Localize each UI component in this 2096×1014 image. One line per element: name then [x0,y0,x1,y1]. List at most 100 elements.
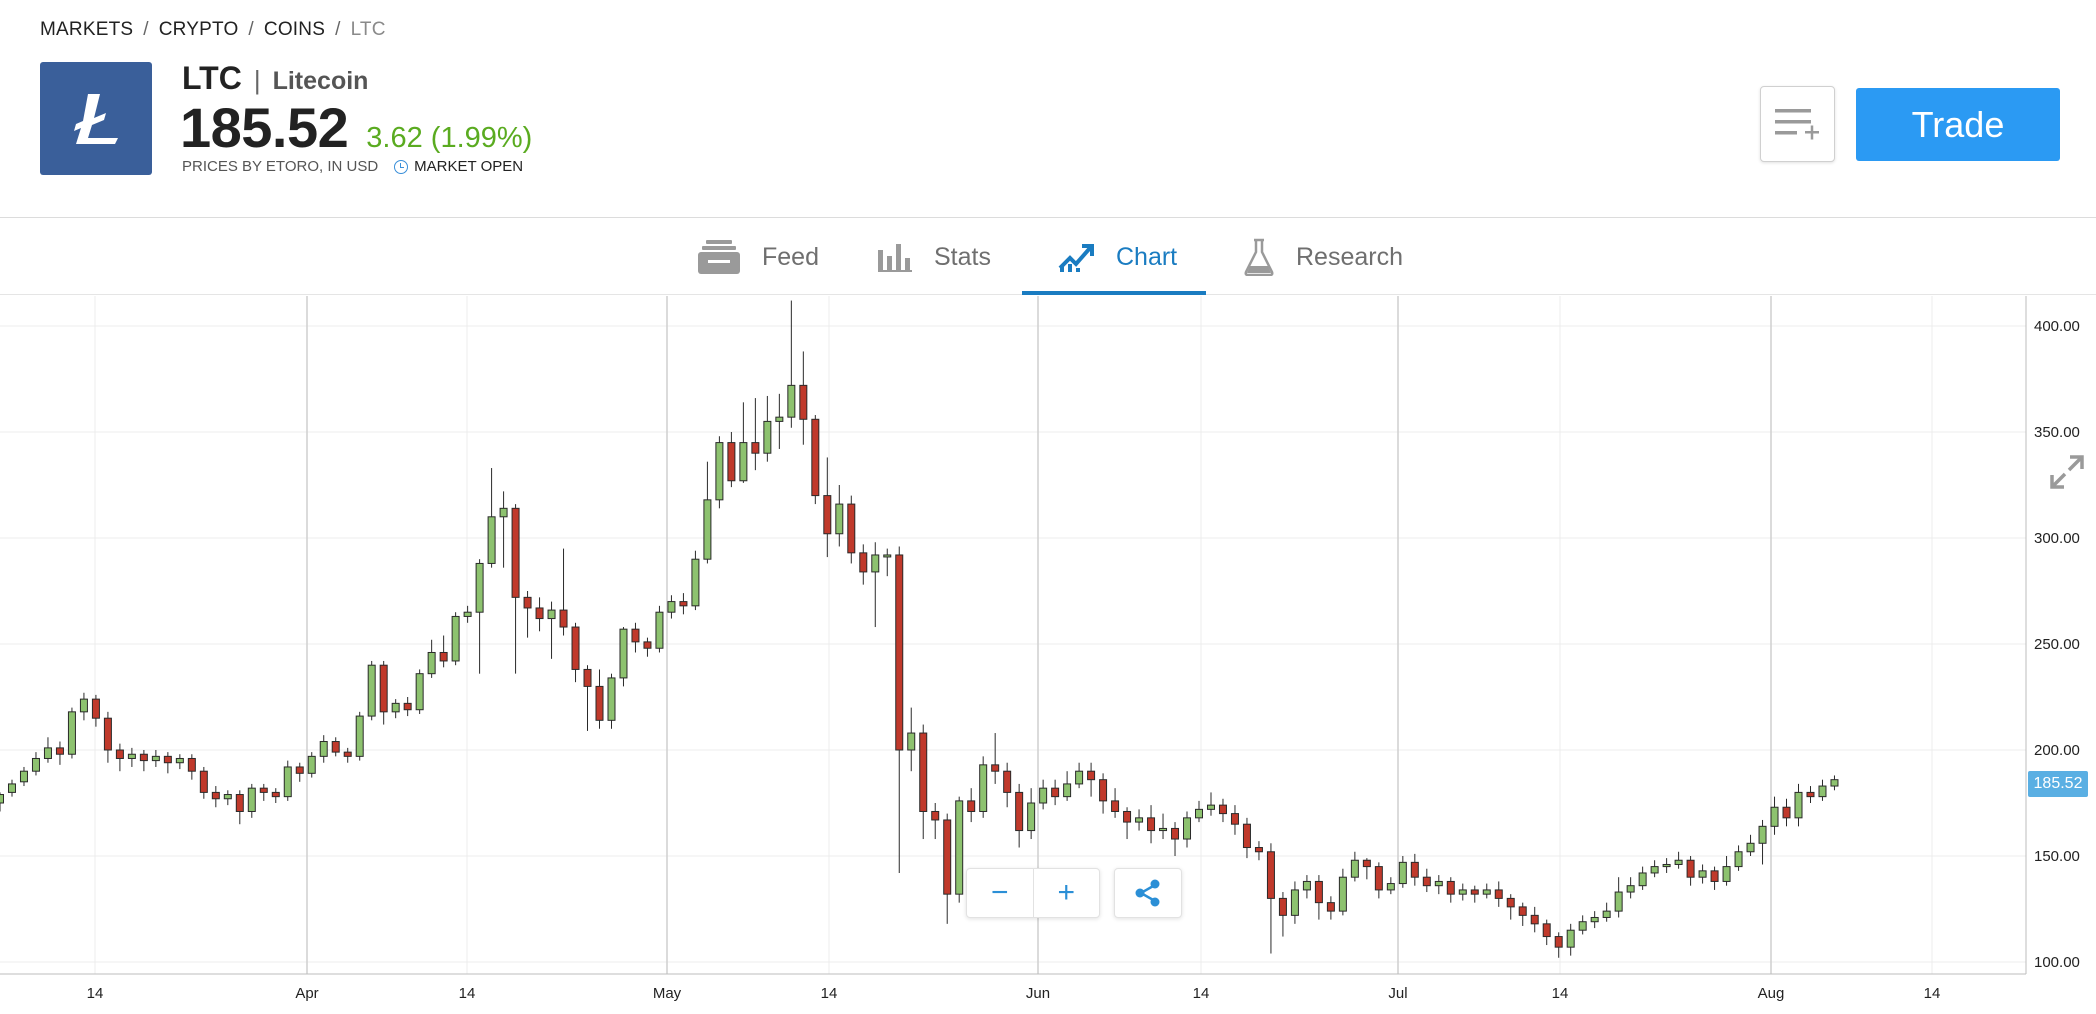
tab-stats[interactable]: Stats [878,219,991,295]
candle-body [667,601,676,613]
candle-body [331,741,340,753]
candle-body [559,609,568,628]
candle-body [1338,876,1347,912]
candle-body [847,503,856,554]
candle-body [703,499,712,560]
candle-body [67,711,76,755]
candle-body [1518,906,1527,916]
instrument-name: Litecoin [272,67,369,95]
tab-feed-label: Feed [762,242,819,271]
candle-body [295,766,304,774]
bar-chart-icon [878,242,912,272]
candle-body [1662,863,1671,868]
tab-chart[interactable]: Chart [1058,219,1177,295]
candle-body [1075,770,1084,785]
expand-button[interactable] [2050,455,2084,494]
candle-body [91,698,100,719]
tab-research[interactable]: Research [1244,219,1403,295]
tab-stats-label: Stats [934,242,991,271]
tab-feed[interactable]: Feed [698,219,819,295]
candle-body [1410,861,1419,878]
x-tick-label: Aug [1758,985,1785,1002]
candle-body [271,791,280,798]
candle-body [103,717,112,751]
candle-body [691,558,700,607]
x-tick-label: Apr [295,985,318,1002]
candle-body [1758,825,1767,844]
candle-body [1446,880,1455,895]
add-to-watchlist-button[interactable] [1760,86,1835,162]
candle-body [1171,827,1180,840]
candle-body [883,554,892,558]
x-tick-label: 14 [1924,985,1941,1002]
breadcrumb-markets[interactable]: MARKETS [40,19,134,40]
candle-body [1734,851,1743,868]
candle-body [415,673,424,711]
active-tab-indicator [1022,291,1206,295]
candle-body [1302,880,1311,891]
candle-body [1111,800,1120,812]
price-change: 3.62 (1.99%) [366,122,533,154]
candle-body [943,819,952,895]
candle-body [643,641,652,649]
y-tick-label: 150.00 [2034,848,2080,865]
candle-body [1650,866,1659,874]
candle-body [451,615,460,662]
candle-body [811,418,820,497]
candle-body [1027,802,1036,832]
candle-body [247,787,256,812]
candle-body [1542,923,1551,938]
litecoin-logo-icon [74,93,118,144]
candle-body [835,503,844,535]
candle-body [127,753,136,759]
breadcrumb-crypto[interactable]: CRYPTO [158,19,239,40]
candle-body [223,794,232,800]
candle-body [1350,859,1359,878]
zoom-in-button[interactable]: + [1032,869,1100,917]
candle-body [607,677,616,721]
price-source-row: PRICES BY ETORO, IN USD MARKET OPEN [182,158,523,175]
candle-body [511,507,520,598]
trade-button[interactable]: Trade [1856,88,2060,161]
candle-body [1710,870,1719,882]
candle-body [1638,872,1647,887]
candle-body [463,611,472,617]
expand-icon [2050,455,2084,489]
candle-body [1218,804,1227,815]
candle-body [7,783,16,793]
candle-body [871,554,880,573]
market-status: MARKET OPEN [414,158,524,175]
x-tick-label: May [653,985,682,1002]
instrument-symbol: LTC [182,60,242,96]
candle-body [211,791,220,800]
candle-body [1015,791,1024,832]
candle-body [1254,847,1263,853]
candle-body [895,554,904,751]
candle-body [55,747,64,755]
x-tick-label: 14 [87,985,104,1002]
candle-body [1242,823,1251,849]
candle-body [175,757,184,764]
candle-body [1230,813,1239,825]
share-icon [1135,879,1160,907]
candle-body [307,755,316,774]
candle-body [1722,866,1731,882]
candle-body [1206,804,1215,810]
candle-body [595,685,604,721]
candle-body [1386,883,1395,891]
candle-body [1434,880,1443,887]
share-button[interactable] [1114,868,1182,918]
candle-body [1674,859,1683,865]
zoom-out-button[interactable]: − [990,876,1009,909]
candle-body [1123,810,1132,823]
breadcrumb-coins[interactable]: COINS [263,19,326,40]
candle-body [115,749,124,759]
candle-body [79,698,88,713]
candle-body [583,668,592,687]
candle-body [1135,817,1144,823]
price-chart[interactable]: 400.00 350.00 300.00 250.00 200.00 150.00 100.… [0,296,2096,1014]
candle-body [31,757,40,772]
candle-body [1482,889,1491,895]
candlestick-chart[interactable]: 400.00 350.00 300.00 250.00 200.00 150.00 100.… [0,296,2096,1014]
feed-icon [698,240,740,274]
